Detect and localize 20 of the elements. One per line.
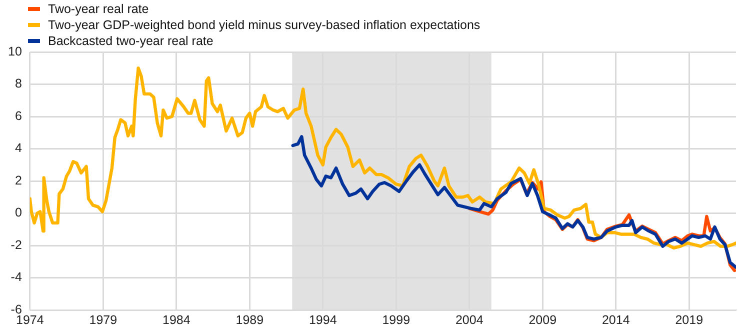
y-tick-label: -4 bbox=[10, 270, 22, 284]
x-tick-label: 2004 bbox=[455, 312, 484, 327]
y-tick-label: 6 bbox=[14, 108, 22, 123]
x-tick-label: 2014 bbox=[602, 312, 630, 327]
x-tick-label: 1984 bbox=[162, 312, 190, 327]
y-tick-label: 4 bbox=[14, 141, 22, 156]
y-tick-label: -2 bbox=[10, 238, 22, 252]
y-tick-label: 2 bbox=[14, 173, 22, 188]
y-tick-label: 0 bbox=[14, 206, 22, 220]
y-tick-label: 10 bbox=[8, 44, 22, 58]
x-tick-label: 1989 bbox=[236, 312, 264, 327]
x-tick-label: 2009 bbox=[528, 312, 557, 327]
legend-label: Two-year GDP-weighted bond yield minus survey-based inflation expectations bbox=[48, 17, 480, 33]
x-tick-label: 1979 bbox=[89, 312, 118, 327]
y-tick-label: 8 bbox=[14, 76, 22, 91]
x-tick-label: 1994 bbox=[308, 312, 337, 327]
x-tick-label: 1999 bbox=[382, 312, 410, 327]
x-tick-label: 2019 bbox=[675, 312, 704, 327]
legend-label: Two-year real rate bbox=[48, 1, 149, 17]
legend-label: Backcasted two-year real rate bbox=[48, 33, 214, 49]
